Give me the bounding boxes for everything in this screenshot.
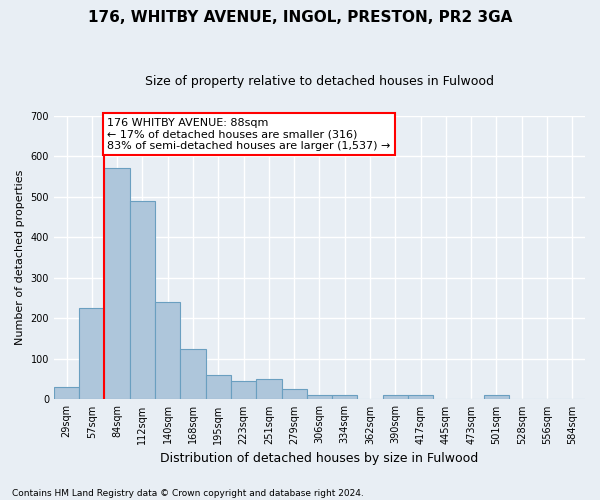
Bar <box>231 381 256 400</box>
Bar <box>307 396 332 400</box>
Bar <box>408 396 433 400</box>
Bar <box>54 388 79 400</box>
Text: 176, WHITBY AVENUE, INGOL, PRESTON, PR2 3GA: 176, WHITBY AVENUE, INGOL, PRESTON, PR2 … <box>88 10 512 25</box>
Bar <box>256 379 281 400</box>
Bar <box>281 390 307 400</box>
Bar <box>383 396 408 400</box>
Bar <box>155 302 181 400</box>
Bar <box>332 396 358 400</box>
Bar <box>181 348 206 400</box>
Bar <box>206 375 231 400</box>
Bar <box>130 200 155 400</box>
Bar <box>104 168 130 400</box>
Y-axis label: Number of detached properties: Number of detached properties <box>15 170 25 345</box>
Bar <box>79 308 104 400</box>
Title: Size of property relative to detached houses in Fulwood: Size of property relative to detached ho… <box>145 75 494 88</box>
Text: Contains HM Land Registry data © Crown copyright and database right 2024.: Contains HM Land Registry data © Crown c… <box>12 488 364 498</box>
X-axis label: Distribution of detached houses by size in Fulwood: Distribution of detached houses by size … <box>160 452 479 465</box>
Bar <box>484 396 509 400</box>
Text: 176 WHITBY AVENUE: 88sqm
← 17% of detached houses are smaller (316)
83% of semi-: 176 WHITBY AVENUE: 88sqm ← 17% of detach… <box>107 118 391 151</box>
